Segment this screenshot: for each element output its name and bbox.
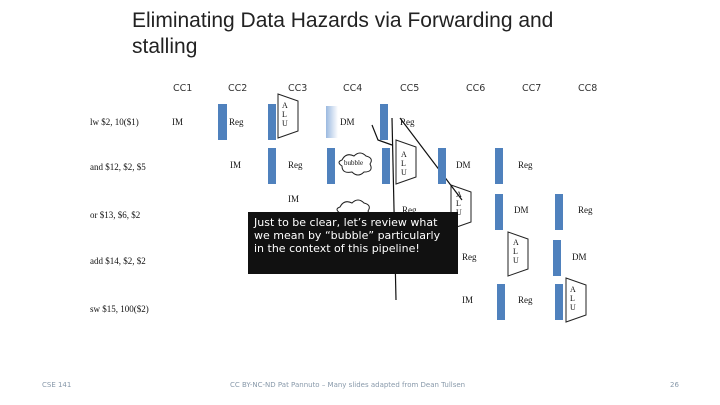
callout-box: Just to be clear, let’s review what we m…: [248, 212, 458, 274]
cc-label-8: CC8: [578, 83, 598, 94]
im-stage: IM: [462, 295, 473, 305]
pipeline-register: [268, 148, 276, 184]
instruction-and: and $12, $2, $5: [90, 162, 146, 172]
pipeline-register: [555, 284, 563, 320]
bubble-label: bubble: [344, 159, 364, 167]
reg-stage: Reg: [400, 117, 415, 127]
pipeline-register: [382, 148, 390, 184]
pipeline-register: [553, 240, 561, 276]
cc-label-4: CC4: [343, 83, 363, 94]
pipeline-register: [218, 104, 227, 140]
cc-label-6: CC6: [466, 83, 486, 94]
pipeline-register: [380, 104, 388, 140]
course-label: CSE 141: [42, 381, 72, 389]
cc-label-3: CC3: [288, 83, 308, 94]
im-stage: IM: [288, 194, 299, 204]
cc-label-5: CC5: [400, 83, 420, 94]
dm-stage: DM: [456, 160, 471, 170]
cc-label-7: CC7: [522, 83, 542, 94]
pipeline-register: [495, 194, 503, 230]
pipeline-register: [268, 104, 276, 140]
im-stage: IM: [172, 117, 183, 127]
instruction-or: or $13, $6, $2: [90, 210, 141, 220]
dm-shade: [326, 106, 338, 138]
dm-stage: DM: [514, 205, 529, 215]
alu-shape: [277, 93, 299, 139]
reg-stage: Reg: [229, 117, 244, 127]
reg-stage: Reg: [402, 205, 417, 215]
reg-stage: Reg: [578, 205, 593, 215]
alu-shape: [507, 231, 529, 277]
page-number: 26: [670, 381, 679, 389]
instruction-lw: lw $2, 10($1): [90, 117, 139, 127]
reg-stage: Reg: [518, 295, 533, 305]
cc-label-1: CC1: [173, 83, 193, 94]
pipeline-register: [327, 148, 335, 184]
slide-title: Eliminating Data Hazards via Forwarding …: [132, 9, 554, 58]
reg-stage: Reg: [518, 160, 533, 170]
bubble-cloud: [338, 152, 372, 176]
pipeline-register: [495, 148, 503, 184]
pipeline-register: [555, 194, 563, 230]
instruction-sw: sw $15, 100($2): [90, 304, 149, 314]
alu-shape: [565, 277, 587, 323]
pipeline-register: [438, 148, 446, 184]
pipeline-register: [497, 284, 505, 320]
reg-stage: Reg: [288, 160, 303, 170]
im-stage: IM: [230, 160, 241, 170]
forwarding-line: [399, 117, 463, 201]
license-footer: CC BY-NC-ND Pat Pannuto – Many slides ad…: [230, 381, 466, 389]
dm-stage: DM: [340, 117, 355, 127]
reg-stage: Reg: [462, 252, 477, 262]
alu-shape: [395, 139, 417, 185]
dm-stage: DM: [572, 252, 587, 262]
instruction-add: add $14, $2, $2: [90, 256, 146, 266]
cc-label-2: CC2: [228, 83, 248, 94]
forwarding-line: [371, 124, 393, 146]
